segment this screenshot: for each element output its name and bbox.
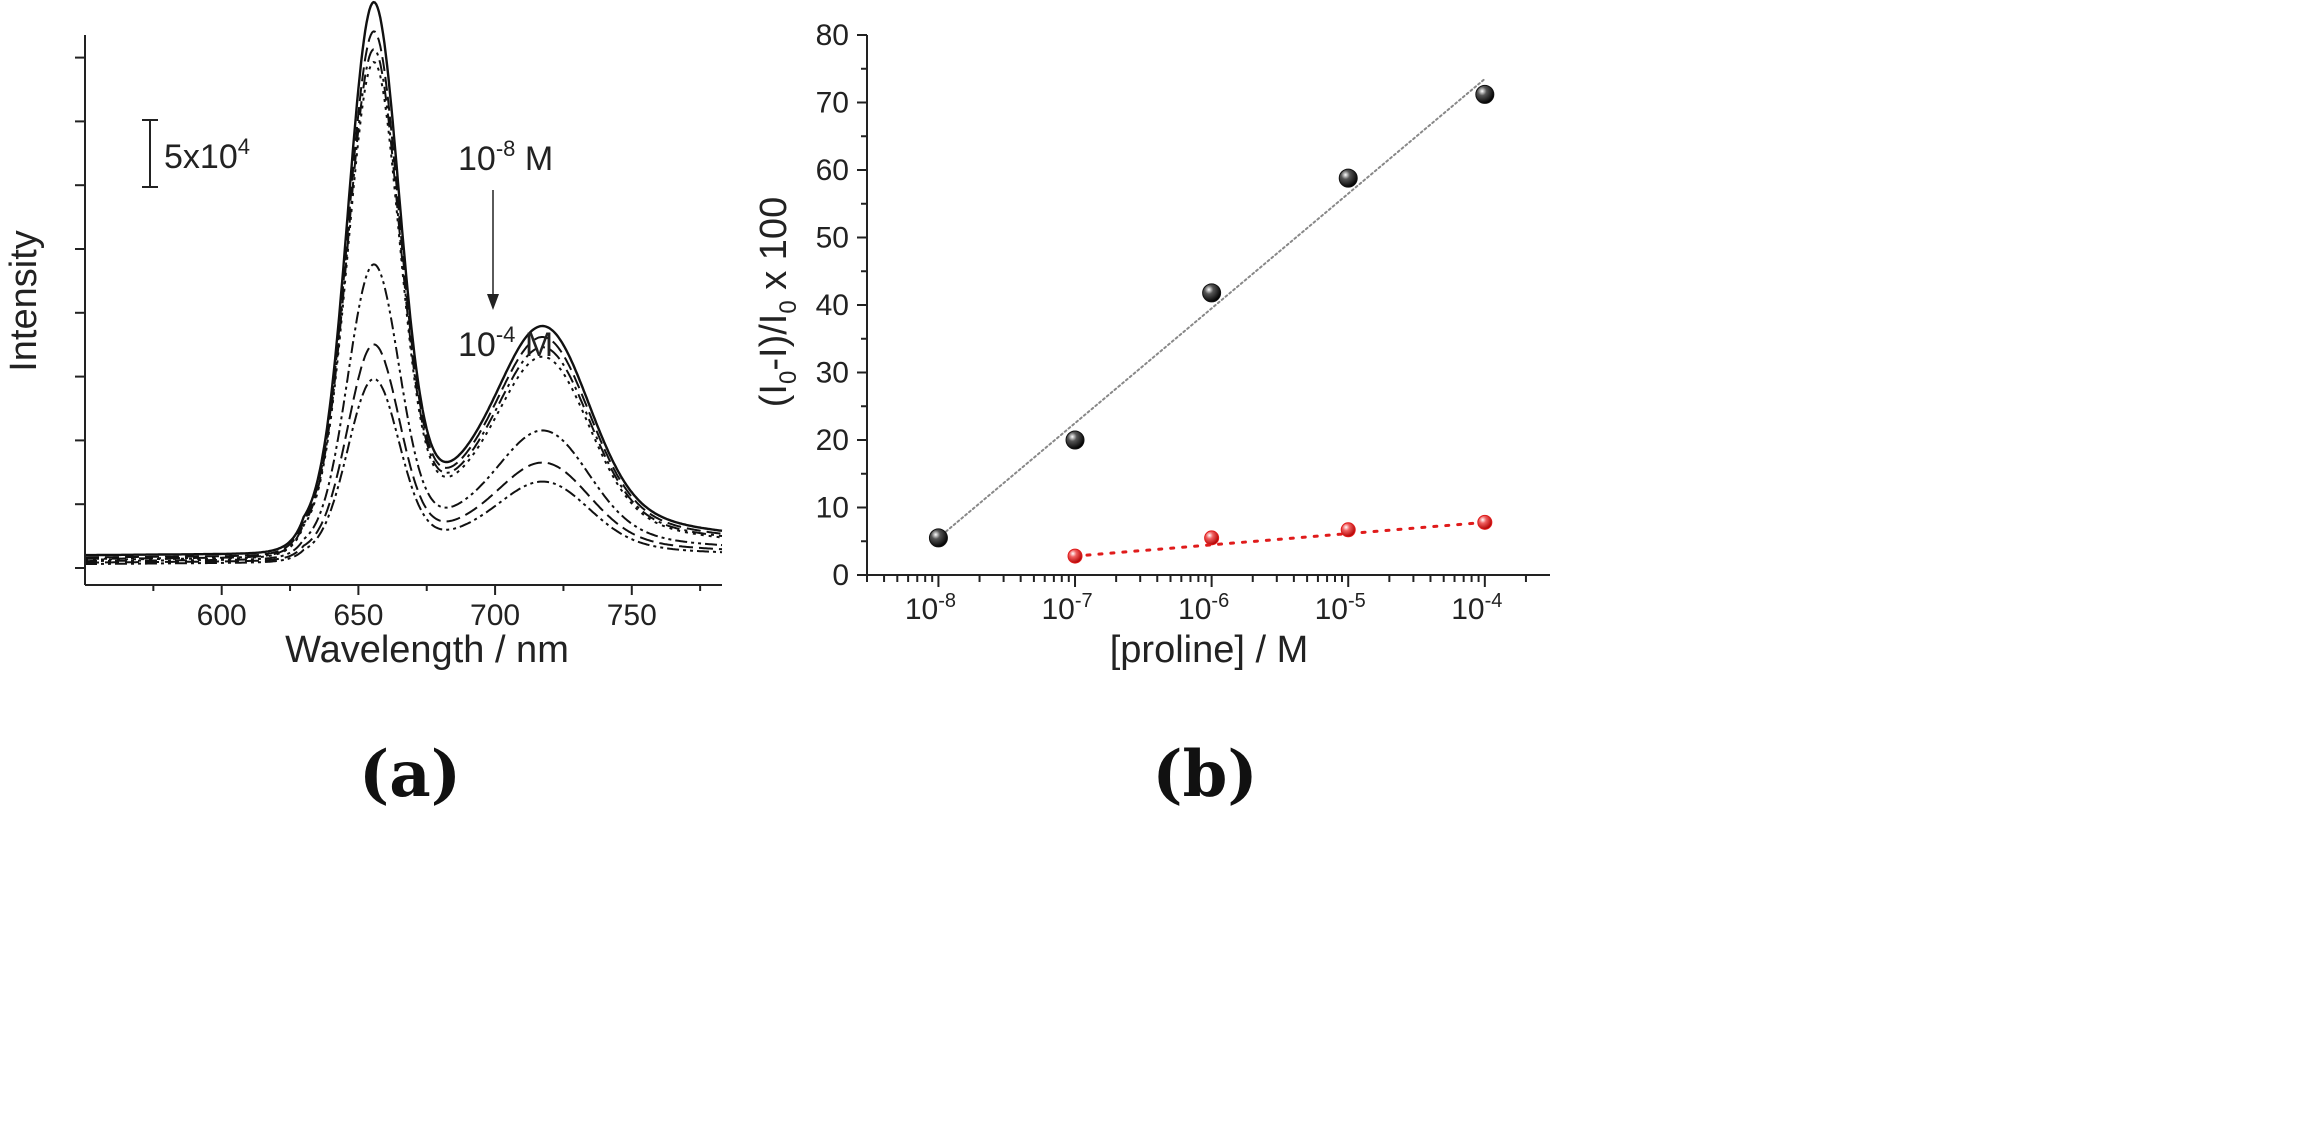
chart-b-point-red xyxy=(1067,548,1083,564)
ylabel-part-2: -I)/I xyxy=(753,314,795,371)
annotation-top-base: 10 xyxy=(458,140,496,178)
ylabel-sub-1: 0 xyxy=(775,371,802,384)
x-tick-exp: -7 xyxy=(1075,590,1093,612)
chart-b-point-black xyxy=(928,528,948,548)
x-tick-exp: -6 xyxy=(1211,590,1229,612)
chart-b-x-tick-label: 10-7 xyxy=(1041,590,1092,626)
chart-a-axes: 600 650 700 750 xyxy=(75,35,722,632)
chart-b-y-tick-label: 40 xyxy=(816,289,849,322)
chart-a-series-line xyxy=(85,0,723,557)
chart-a-x-tick-label: 700 xyxy=(470,599,520,632)
chart-b-y-tick-label: 10 xyxy=(816,492,849,525)
chart-b-x-tick-label: 10-5 xyxy=(1315,590,1366,626)
chart-b-y-tick-label: 0 xyxy=(832,559,849,592)
scale-bar-label-exp: 4 xyxy=(238,134,250,159)
annotation-top: 10-8 M xyxy=(458,136,553,178)
chart-a-series-line xyxy=(85,61,723,561)
annotation-top-unit: M xyxy=(515,140,553,178)
chart-b-x-tick-label: 10-4 xyxy=(1451,590,1502,626)
chart-a-series-line xyxy=(84,378,723,566)
chart-b-series-group xyxy=(928,77,1495,564)
chart-b-y-tick-label: 70 xyxy=(816,87,849,120)
annotation-arrow-head xyxy=(487,294,499,310)
chart-b-ylabel: (I0-I)/I0 x 100 xyxy=(753,197,802,407)
chart-b-y-tick-label: 50 xyxy=(816,222,849,255)
x-tick-base: 10 xyxy=(905,593,938,626)
chart-b-point-red xyxy=(1204,530,1220,546)
chart-b-fit-line-black xyxy=(937,77,1486,539)
annotation-top-exp: -8 xyxy=(496,136,516,161)
chart-a-x-tick-label: 650 xyxy=(333,599,383,632)
chart-a-series-group xyxy=(84,0,723,566)
chart-b-point-black xyxy=(1202,283,1222,303)
chart-b-x-tick-label: 10-8 xyxy=(905,590,956,626)
scale-bar-label: 5x104 xyxy=(164,134,250,176)
chart-a-concentration-annotation: 10-8 M 10-4 M xyxy=(458,136,553,364)
chart-a-series-line xyxy=(85,343,723,564)
chart-b-point-black xyxy=(1475,84,1495,104)
chart-b-x-tick-label: 10-6 xyxy=(1178,590,1229,626)
x-tick-base: 10 xyxy=(1315,593,1348,626)
ylabel-sub-2: 0 xyxy=(775,300,802,313)
x-tick-base: 10 xyxy=(1451,593,1484,626)
annotation-bottom-unit: M xyxy=(515,326,553,364)
x-tick-exp: -5 xyxy=(1348,590,1366,612)
chart-b-y-tick-label: 30 xyxy=(816,357,849,390)
chart-a-series-line xyxy=(85,30,723,559)
annotation-bottom: 10-4 M xyxy=(458,322,553,364)
x-tick-exp: -4 xyxy=(1485,590,1503,612)
panel-label-b: (b) xyxy=(1152,737,1257,812)
chart-b-point-black xyxy=(1338,168,1358,188)
chart-b-point-black xyxy=(1065,430,1085,450)
ylabel-part-1: (I xyxy=(753,384,795,407)
panel-label-a: (a) xyxy=(359,737,461,812)
chart-a-series-line xyxy=(84,48,723,560)
chart-b-xlabel: [proline] / M xyxy=(1110,629,1309,671)
x-tick-exp: -8 xyxy=(938,590,956,612)
chart-b-y-tick-label: 80 xyxy=(816,19,849,52)
x-tick-base: 10 xyxy=(1178,593,1211,626)
chart-a-xlabel: Wavelength / nm xyxy=(285,629,569,671)
chart-a-x-tick-label: 600 xyxy=(197,599,247,632)
chart-a-ylabel: Intensity xyxy=(3,230,45,372)
x-tick-base: 10 xyxy=(1041,593,1074,626)
annotation-bottom-base: 10 xyxy=(458,326,496,364)
chart-b-point-red xyxy=(1340,522,1356,538)
ylabel-part-3: x 100 xyxy=(753,197,795,301)
chart-a-scale-bar: 5x104 xyxy=(142,119,250,188)
chart-b-fit-line-red xyxy=(1073,520,1487,558)
chart-b-y-tick-label: 20 xyxy=(816,424,849,457)
scale-bar-label-base: 5x10 xyxy=(164,138,238,176)
chart-b-point-red xyxy=(1477,514,1493,530)
chart-b-y-tick-label: 60 xyxy=(816,154,849,187)
chart-a: 600 650 700 750 5x104 10-8 M 10-4 M Wavelen… xyxy=(3,0,723,812)
chart-a-series-line xyxy=(85,263,723,563)
chart-a-x-tick-label: 750 xyxy=(607,599,657,632)
annotation-bottom-exp: -4 xyxy=(496,322,516,347)
